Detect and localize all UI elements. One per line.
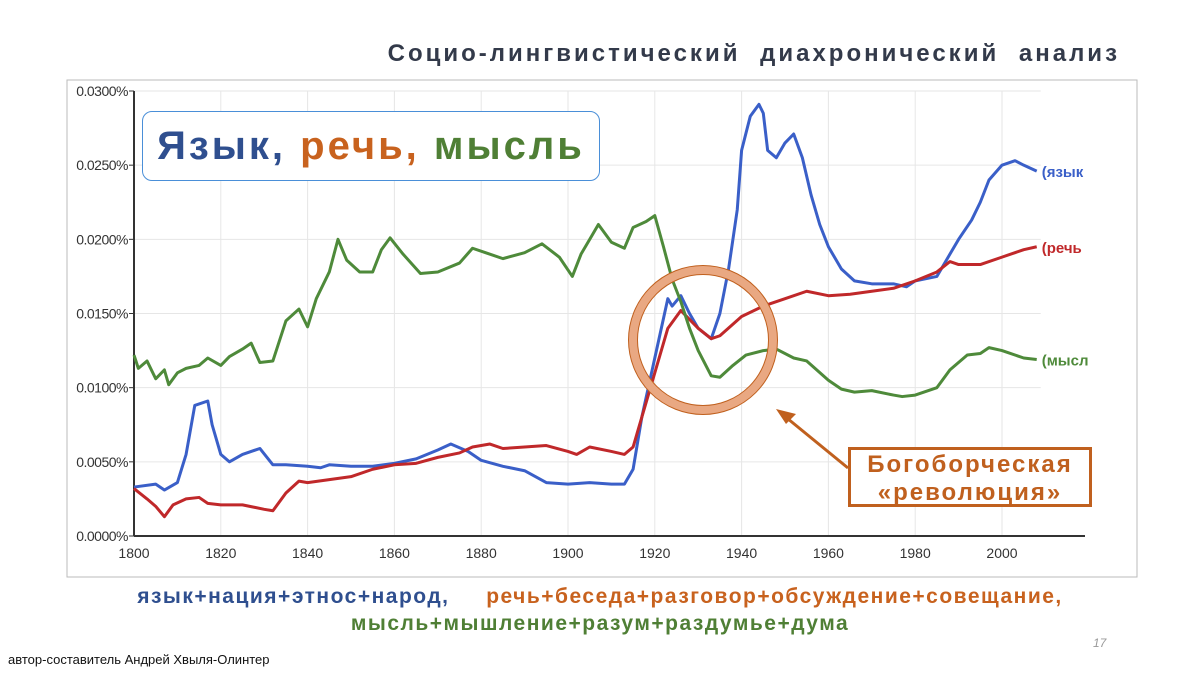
annotation-arrow [781, 412, 849, 470]
series-end-label: (мысл [1042, 352, 1089, 369]
title-sep: , [405, 123, 434, 168]
x-tick-label: 1880 [466, 545, 497, 561]
annotation-circle-outer [637, 274, 769, 406]
series-end-label: (язык [1042, 164, 1084, 181]
x-tick-label: 1840 [292, 545, 323, 561]
title-sep: , [271, 123, 301, 168]
slide-title: Социо-лингвистический диахронический ана… [387, 40, 1120, 67]
annotation-line1: Богоборческая [867, 451, 1073, 478]
x-tick-label: 1860 [379, 545, 410, 561]
series-line-2 [132, 214, 1037, 399]
legend-orange: речь+беседа+разговор+обсуждение+совещани… [486, 585, 1063, 608]
y-tick-label: 0.0150% [76, 306, 128, 322]
y-tick-label: 0.0200% [76, 231, 128, 247]
x-tick-label: 1960 [813, 545, 844, 561]
series-line-1 [133, 245, 1038, 519]
annotation-line2: «революция» [877, 479, 1063, 506]
x-tick-label: 1980 [900, 545, 931, 561]
annotation-circle [628, 265, 778, 415]
author-credit: автор-составитель Андрей Хвыля-Олинтер [8, 652, 270, 667]
x-tick-label: 2000 [986, 545, 1017, 561]
legend-blue: язык+нация+этнос+народ, [137, 585, 450, 608]
x-tick-label: 1920 [639, 545, 670, 561]
y-tick-label: 0.0050% [76, 454, 128, 470]
x-tick-label: 1820 [205, 545, 236, 561]
x-tick-label: 1800 [118, 545, 149, 561]
series-line-0 [133, 102, 1038, 492]
series-end-label: (речь [1042, 240, 1082, 257]
legend-green: мысль+мышление+разум+раздумье+дума [350, 612, 850, 635]
y-tick-label: 0.0000% [76, 528, 128, 544]
title-word-language: Язык [157, 123, 272, 168]
x-tick-label: 1900 [552, 545, 583, 561]
x-tick-label: 1940 [726, 545, 757, 561]
y-tick-label: 0.0300% [76, 83, 128, 99]
arrow-head [776, 409, 796, 424]
annotation-circle-inner [628, 265, 778, 415]
y-tick-label: 0.0100% [76, 380, 128, 396]
annotation-box: Богоборческая «революция» [848, 447, 1092, 507]
legend-row-2: мысль+мышление+разум+раздумье+дума [0, 612, 1200, 636]
page-number: 17 [1093, 636, 1107, 650]
legend-row-1: язык+нация+этнос+народ, речь+беседа+разг… [0, 585, 1200, 609]
title-box: Язык , речь , мысль [142, 111, 600, 181]
title-word-thought: мысль [433, 123, 585, 168]
title-word-speech: речь [300, 123, 406, 168]
y-tick-label: 0.0250% [76, 157, 128, 173]
